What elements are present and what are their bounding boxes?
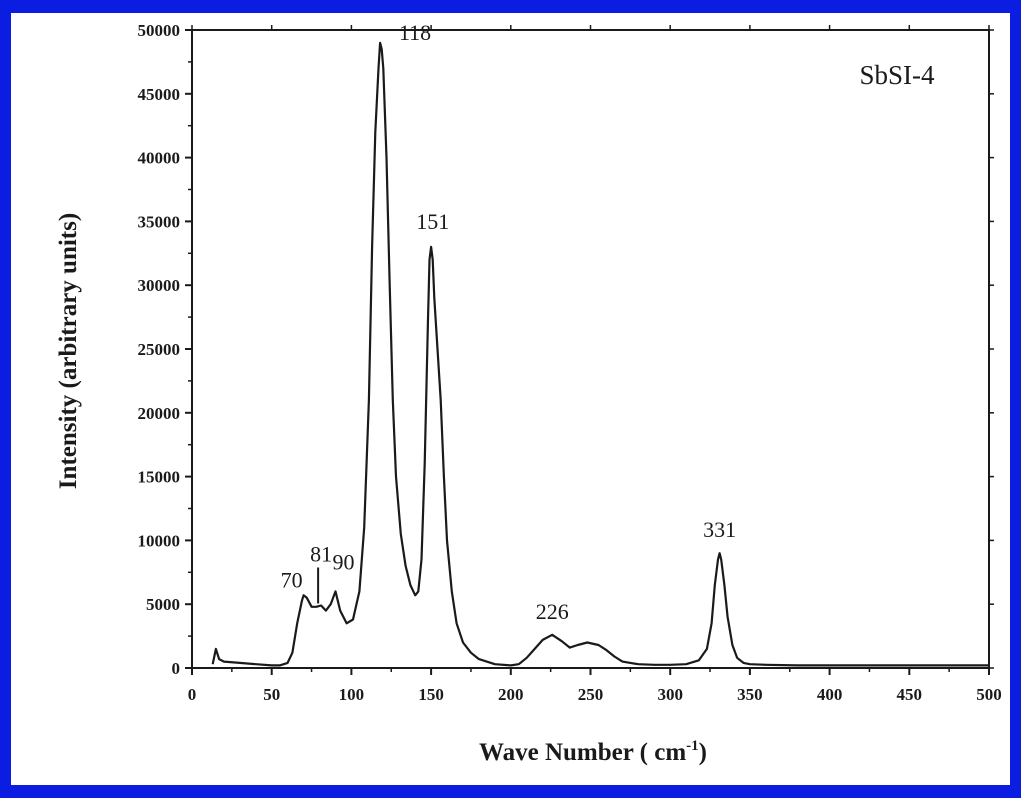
y-tick-label: 30000 — [138, 276, 181, 295]
x-tick-label: 400 — [817, 685, 843, 704]
spectrum-line — [211, 41, 989, 667]
peak-label: 151 — [416, 209, 449, 234]
x-tick-label: 350 — [737, 685, 763, 704]
peak-label: 118 — [399, 20, 431, 45]
y-tick-label: 35000 — [138, 212, 181, 231]
peak-label: 226 — [536, 599, 569, 624]
y-tick-label: 45000 — [138, 85, 181, 104]
peak-label: 90 — [332, 549, 354, 574]
x-tick-label: 200 — [498, 685, 524, 704]
y-tick-label: 40000 — [138, 149, 181, 168]
y-axis-title: Intensity (arbitrary units) — [55, 213, 82, 489]
peak-label: 331 — [703, 517, 736, 542]
x-tick-label: 450 — [897, 685, 923, 704]
y-tick-label: 10000 — [138, 531, 181, 550]
peak-label: 81 — [310, 541, 332, 566]
y-tick-label: 0 — [172, 659, 181, 678]
x-tick-label: 150 — [418, 685, 444, 704]
y-tick-label: 15000 — [138, 468, 181, 487]
y-tick-label: 5000 — [146, 595, 180, 614]
labels-layer: 118 151 70 81 90 226 331 — [281, 20, 737, 624]
x-axis-title-superscript: -1 — [686, 738, 699, 754]
sample-label: SbSI-4 — [859, 60, 935, 90]
ticks-layer: 0 50 100 150 200 250 300 350 400 450 5000500010000… — [138, 21, 1002, 704]
x-tick-label: 50 — [263, 685, 280, 704]
y-tick-label: 50000 — [138, 21, 181, 40]
y-tick-label: 20000 — [138, 404, 181, 423]
x-tick-label: 300 — [657, 685, 683, 704]
x-tick-label: 100 — [339, 685, 365, 704]
axes-layer — [191, 29, 990, 669]
x-axis-title-close: ) — [699, 739, 707, 766]
x-axis-title-main: Wave Number ( cm — [479, 739, 686, 766]
x-axis-title: Wave Number ( cm-1) — [479, 738, 707, 766]
peak-label: 70 — [281, 567, 303, 592]
x-tick-label: 500 — [976, 685, 1002, 704]
x-tick-label: 0 — [188, 685, 197, 704]
series-layer — [211, 41, 989, 667]
y-tick-label: 25000 — [138, 340, 181, 359]
plot-area-border — [191, 29, 990, 669]
x-tick-label: 250 — [578, 685, 604, 704]
